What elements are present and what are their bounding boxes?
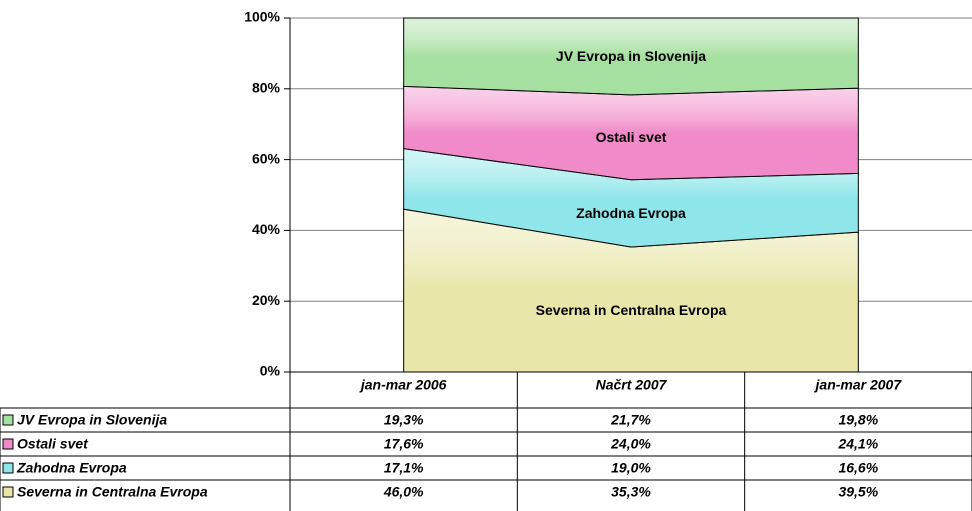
area-label-wrap: Severna in Centralna Evropa <box>521 280 741 340</box>
legend-key <box>2 486 14 498</box>
table-value: 35,3% <box>611 484 651 500</box>
x-category-label: Načrt 2007 <box>596 377 668 393</box>
table-value: 16,6% <box>838 460 878 476</box>
table-value: 46,0% <box>383 484 424 500</box>
area-label-box: JV Evropa in Slovenija <box>521 26 741 86</box>
area-label-wrap: Ostali svet <box>521 107 741 167</box>
area-label: Zahodna Evropa <box>576 205 686 222</box>
table-value: 21,7% <box>610 412 651 428</box>
x-category-label: jan-mar 2007 <box>814 377 903 393</box>
y-tick-label: 80% <box>252 80 281 96</box>
y-tick-label: 40% <box>252 221 281 237</box>
y-tick-label: 100% <box>244 9 280 25</box>
area-label-box: Zahodna Evropa <box>521 183 741 243</box>
legend-key <box>2 414 14 426</box>
area-label-box: Ostali svet <box>521 107 741 167</box>
area-label: JV Evropa in Slovenija <box>555 48 707 65</box>
y-tick-label: 0% <box>260 363 281 379</box>
legend-label: Severna in Centralna Evropa <box>17 484 208 500</box>
area-label: Ostali svet <box>595 129 667 146</box>
table-value: 19,3% <box>384 412 424 428</box>
area-shade <box>403 17 859 96</box>
table-value: 24,0% <box>610 436 651 452</box>
y-tick-label: 60% <box>252 150 281 166</box>
legend-label: JV Evropa in Slovenija <box>17 412 167 428</box>
area-label-box: Severna in Centralna Evropa <box>521 280 741 340</box>
area-label: Severna in Centralna Evropa <box>535 301 727 318</box>
table-value: 39,5% <box>838 484 878 500</box>
legend-label: Zahodna Evropa <box>16 460 127 476</box>
table-value: 19,0% <box>611 460 651 476</box>
area-label-wrap: JV Evropa in Slovenija <box>521 26 741 86</box>
table-value: 24,1% <box>837 436 878 452</box>
x-category-label: jan-mar 2006 <box>359 377 447 393</box>
legend-key <box>2 462 14 474</box>
area-label-wrap: Zahodna Evropa <box>521 183 741 243</box>
table-value: 17,6% <box>384 436 424 452</box>
table-value: 17,1% <box>384 460 424 476</box>
legend-label: Ostali svet <box>17 436 89 452</box>
table-value: 19,8% <box>838 412 878 428</box>
legend-key <box>2 438 14 450</box>
y-tick-label: 20% <box>252 292 281 308</box>
